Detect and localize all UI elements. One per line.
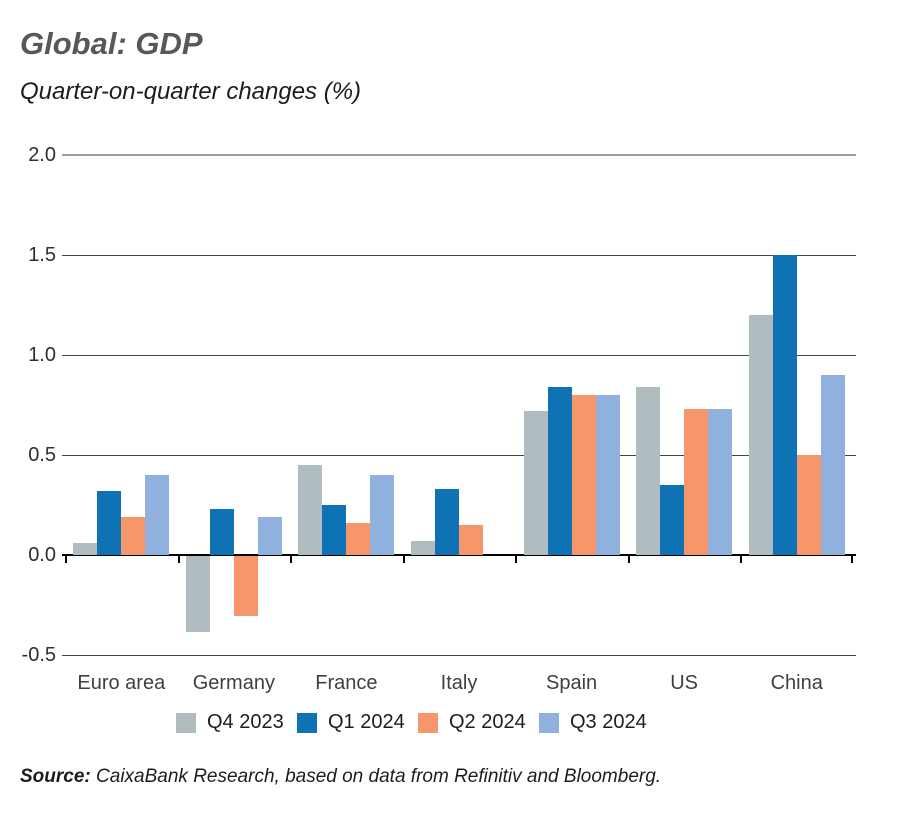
x-axis-tick — [851, 556, 853, 563]
legend-label: Q2 2024 — [449, 711, 526, 733]
legend-item-q12024: Q1 2024 — [297, 711, 405, 734]
category-label-china: China — [770, 672, 823, 694]
bar-q42023-spain — [523, 411, 548, 555]
bar-q32024-germany — [257, 517, 282, 555]
bar-q22024-china — [796, 455, 821, 555]
bar-q22024-us — [684, 409, 709, 555]
gridline — [62, 455, 856, 456]
legend-item-q22024: Q2 2024 — [418, 711, 526, 734]
y-tick-label: 2.0 — [28, 144, 56, 166]
category-label-spain: Spain — [545, 672, 598, 694]
gridline — [62, 655, 856, 656]
bar-q22024-euro-area — [121, 517, 146, 555]
chart-subtitle: Quarter-on-quarter changes (%) — [20, 78, 362, 105]
bar-q12024-china — [772, 255, 797, 555]
x-axis-tick — [403, 556, 405, 563]
category-label-germany: Germany — [192, 672, 275, 694]
legend-label: Q3 2024 — [570, 711, 647, 733]
x-axis-labels: Euro area Germany France Italy Spain US China — [65, 670, 853, 700]
category-label-us: US — [670, 672, 699, 694]
bar-q42023-china — [748, 315, 773, 555]
bar-q32024-france — [370, 475, 395, 555]
x-axis-tick — [515, 556, 517, 563]
chart-title: Global: GDP — [20, 26, 203, 61]
bar-q22024-italy — [459, 525, 483, 555]
bar-q32024-spain — [595, 395, 620, 555]
plot-area — [62, 154, 856, 656]
bar-q22024-germany — [233, 556, 258, 616]
category-label-euro-area: Euro area — [77, 672, 166, 694]
bar-q12024-spain — [547, 387, 572, 555]
zero-axis-line — [62, 554, 856, 556]
x-axis-tick — [178, 556, 180, 563]
bar-q12024-germany — [209, 509, 234, 555]
bar-q42023-france — [298, 465, 323, 555]
gridline — [62, 355, 856, 356]
bar-q32024-china — [820, 375, 845, 555]
bar-q42023-germany — [185, 556, 210, 632]
legend-label: Q1 2024 — [328, 711, 405, 733]
x-axis-tick — [740, 556, 742, 563]
gridline — [62, 255, 856, 256]
legend-swatch — [297, 712, 317, 733]
chart-legend: Q4 2023 Q1 2024 Q2 2024 Q3 2024 — [176, 711, 647, 734]
source-text: CaixaBank Research, based on data from R… — [96, 766, 662, 787]
y-tick-label: 1.0 — [28, 344, 56, 366]
bar-q42023-us — [636, 387, 661, 555]
bar-q12024-us — [660, 485, 685, 555]
legend-swatch — [539, 712, 559, 733]
bar-q42023-italy — [411, 541, 435, 555]
legend-item-q42023: Q4 2023 — [176, 711, 284, 734]
bar-q42023-euro-area — [73, 543, 98, 555]
bar-q12024-euro-area — [97, 491, 122, 555]
x-axis-tick — [290, 556, 292, 563]
category-label-france: France — [315, 672, 378, 694]
x-axis-tick — [65, 556, 67, 563]
x-axis-tick — [628, 556, 630, 563]
y-tick-label: -0.5 — [21, 644, 56, 666]
bar-q32024-us — [708, 409, 733, 555]
y-tick-label: 0.5 — [28, 444, 56, 466]
legend-item-q32024: Q3 2024 — [539, 711, 647, 734]
y-tick-label: 0.0 — [28, 544, 56, 566]
bar-q22024-france — [346, 523, 371, 555]
gridline — [62, 154, 856, 156]
legend-swatch — [176, 712, 196, 733]
legend-swatch — [418, 712, 438, 733]
y-tick-label: 1.5 — [28, 244, 56, 266]
source-line: Source: CaixaBank Research, based on dat… — [20, 766, 661, 788]
legend-label: Q4 2023 — [207, 711, 284, 733]
y-axis: 2.0 1.5 1.0 0.5 0.0 -0.5 — [0, 145, 56, 675]
source-label: Source: — [20, 766, 91, 787]
bar-q12024-france — [322, 505, 347, 555]
bar-q12024-italy — [435, 489, 459, 555]
category-label-italy: Italy — [440, 672, 478, 694]
bar-q32024-euro-area — [145, 475, 170, 555]
bar-q22024-spain — [571, 395, 596, 555]
